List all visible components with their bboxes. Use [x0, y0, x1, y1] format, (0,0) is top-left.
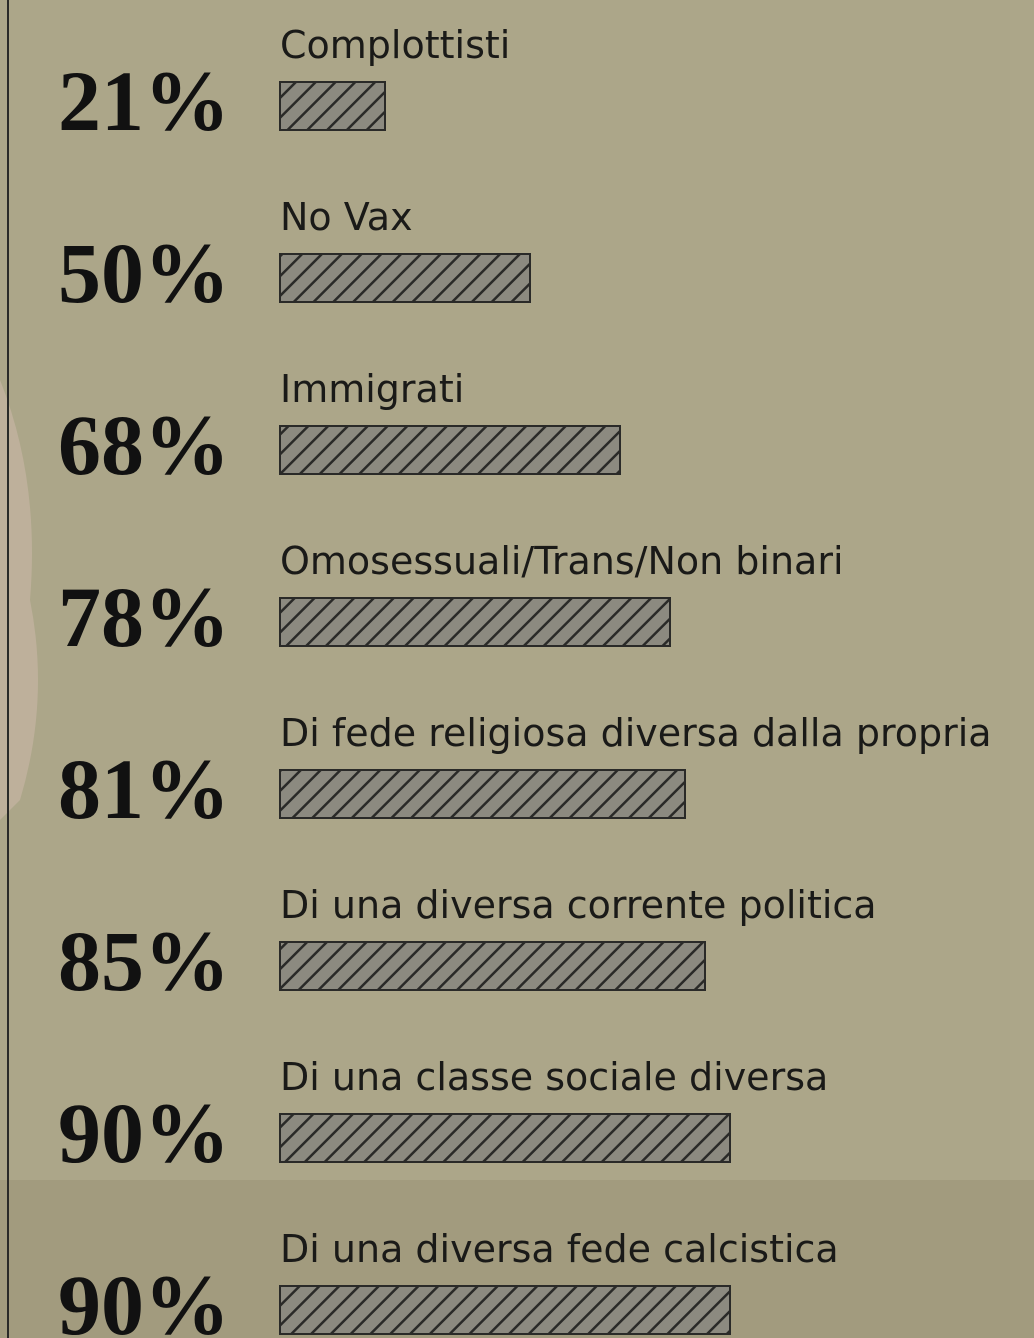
value-label: 85%	[58, 913, 230, 1009]
value-label: 68%	[58, 397, 230, 493]
value-label: 81%	[58, 741, 230, 837]
category-label: Di fede religiosa diversa dalla propria	[280, 711, 992, 755]
bar	[279, 941, 706, 991]
value-label: 50%	[58, 225, 230, 321]
bar	[279, 425, 621, 475]
value-label: 78%	[58, 569, 230, 665]
category-label: Di una diversa fede calcistica	[280, 1227, 839, 1271]
value-label: 90%	[58, 1085, 230, 1181]
value-label: 21%	[58, 53, 230, 149]
value-label: 90%	[58, 1257, 230, 1338]
photo-fragment	[0, 380, 38, 820]
category-label: Di una diversa corrente politica	[280, 883, 877, 927]
category-label: Di una classe sociale diversa	[280, 1055, 828, 1099]
bar	[279, 1113, 731, 1163]
category-label: Omosessuali/Trans/Non binari	[280, 539, 844, 583]
category-label: No Vax	[280, 195, 413, 239]
bar	[279, 597, 671, 647]
bar	[279, 769, 686, 819]
bar	[279, 1285, 731, 1335]
category-label: Complottisti	[280, 23, 510, 67]
category-label: Immigrati	[280, 367, 464, 411]
bar	[279, 81, 386, 131]
bar	[279, 253, 531, 303]
